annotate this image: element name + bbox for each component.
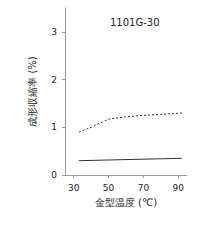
svg-text:30: 30 (68, 183, 80, 193)
svg-text:成形収縮率 (%): 成形収縮率 (%) (27, 56, 38, 127)
svg-text:1101G-30: 1101G-30 (110, 17, 160, 28)
svg-text:3: 3 (51, 27, 57, 37)
svg-text:50: 50 (103, 183, 115, 193)
svg-text:0: 0 (51, 170, 57, 180)
svg-text:70: 70 (138, 183, 150, 193)
svg-text:90: 90 (173, 183, 185, 193)
svg-text:2: 2 (51, 75, 57, 85)
svg-text:1: 1 (51, 122, 57, 132)
svg-text:金型温度 (℃): 金型温度 (℃) (95, 197, 157, 208)
